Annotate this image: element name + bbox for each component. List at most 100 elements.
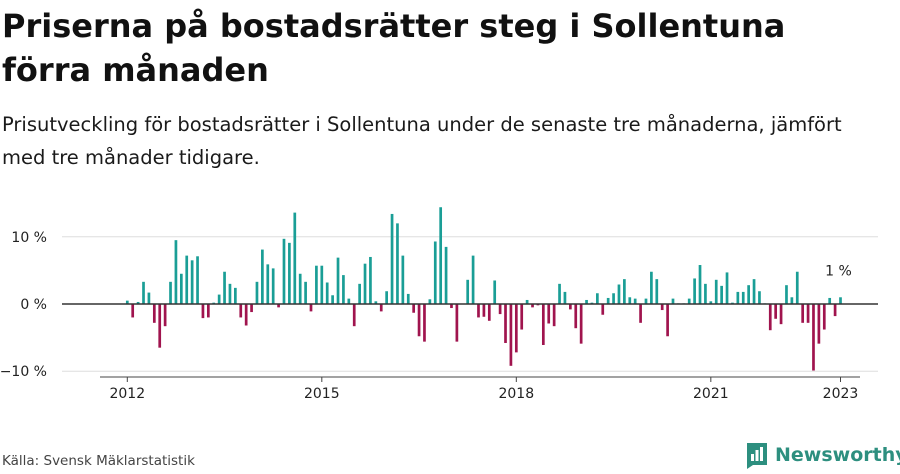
bar-114 — [736, 291, 740, 304]
bar-132 — [833, 304, 837, 317]
bar-44 — [358, 283, 361, 304]
bar-55 — [417, 304, 421, 337]
bar-117 — [752, 279, 756, 304]
bar-52 — [401, 255, 405, 304]
bar-50 — [390, 213, 394, 304]
bar-100 — [660, 304, 664, 311]
bar-67 — [482, 304, 486, 317]
bar-24 — [250, 304, 253, 313]
bar-28 — [271, 268, 275, 304]
bar-70 — [498, 304, 502, 315]
bar-20 — [228, 283, 232, 304]
bar-111 — [720, 285, 723, 304]
bar-91 — [612, 293, 615, 304]
x-tick-label: 2023 — [823, 386, 859, 402]
bar-88 — [596, 293, 599, 304]
bar-95 — [633, 298, 637, 304]
x-tick-label: 2021 — [693, 386, 729, 402]
bar-1 — [125, 300, 129, 304]
bar-121 — [774, 304, 778, 319]
bar-11 — [179, 273, 183, 304]
bar-64 — [466, 279, 470, 304]
bar-112 — [725, 272, 729, 304]
bar-39 — [331, 295, 334, 304]
bar-57 — [428, 299, 432, 304]
bar-23 — [244, 304, 248, 326]
y-tick-label: 10 % — [11, 230, 47, 246]
bar-53 — [406, 293, 410, 304]
bars — [125, 207, 842, 371]
bar-46 — [369, 256, 372, 304]
bar-79 — [547, 304, 551, 324]
bar-37 — [320, 265, 324, 304]
bar-124 — [790, 297, 794, 304]
bar-26 — [261, 249, 264, 304]
y-tick-label: 0 % — [20, 297, 47, 313]
brand-name: Newsworthy — [775, 444, 900, 466]
bar-13 — [190, 260, 194, 304]
bar-21 — [234, 287, 237, 304]
bar-61 — [450, 304, 453, 309]
bar-48 — [379, 304, 383, 312]
bar-43 — [352, 304, 356, 327]
bar-5 — [147, 292, 151, 304]
bar-34 — [304, 281, 307, 304]
bar-107 — [698, 265, 702, 304]
bar-106 — [693, 278, 696, 304]
newsworthy-logo: Newsworthy — [745, 441, 900, 469]
bar-80 — [552, 304, 556, 327]
bar-133 — [839, 297, 842, 304]
bar-126 — [801, 304, 805, 323]
bar-71 — [504, 304, 507, 343]
bar-86 — [585, 299, 588, 304]
bar-41 — [342, 275, 345, 304]
axes: 10 % 0 % −10 % 2012 2015 2018 2021 2023 — [0, 230, 878, 402]
bar-97 — [644, 298, 648, 304]
bar-12 — [185, 255, 189, 304]
bar-38 — [325, 282, 329, 304]
bar-30 — [282, 238, 286, 304]
bar-4 — [142, 281, 145, 304]
bar-118 — [758, 291, 761, 304]
bar-36 — [315, 265, 318, 304]
bar-33 — [298, 273, 302, 304]
bar-14 — [196, 256, 199, 304]
bar-chart: 10 % 0 % −10 % 2012 2015 2018 2021 2023 1 % — [0, 207, 878, 402]
bar-108 — [704, 283, 707, 304]
bar-25 — [255, 281, 259, 304]
y-tick-label: −10 % — [0, 364, 47, 380]
bar-129 — [817, 304, 821, 344]
bar-76 — [531, 304, 534, 308]
bar-62 — [455, 304, 459, 342]
gridlines — [62, 236, 878, 372]
bar-125 — [795, 271, 799, 304]
bar-22 — [239, 304, 243, 318]
x-tick-label: 2012 — [109, 386, 145, 402]
x-tick-label: 2018 — [498, 386, 534, 402]
bar-42 — [347, 298, 351, 304]
bar-96 — [639, 304, 642, 323]
annotations: 1 % — [825, 263, 852, 279]
chart-title: Priserna på bostadsrätter steg i Sollent… — [2, 7, 786, 89]
bar-9 — [169, 281, 172, 304]
bar-31 — [288, 242, 291, 304]
bar-130 — [822, 304, 826, 330]
bar-109 — [709, 301, 713, 304]
bar-69 — [493, 280, 497, 304]
bar-99 — [655, 279, 659, 304]
bar-110 — [714, 279, 718, 304]
bar-68 — [487, 304, 491, 321]
bar-27 — [266, 264, 270, 304]
bar-94 — [628, 297, 632, 304]
bar-73 — [514, 304, 518, 353]
bar-65 — [471, 255, 475, 304]
bar-19 — [223, 271, 226, 304]
bar-89 — [601, 304, 605, 315]
bar-49 — [385, 291, 388, 304]
bar-116 — [747, 285, 750, 304]
bar-56 — [423, 304, 426, 342]
bar-66 — [477, 304, 480, 318]
last-value-label: 1 % — [825, 263, 852, 279]
bar-98 — [650, 271, 653, 304]
bar-78 — [541, 304, 545, 345]
